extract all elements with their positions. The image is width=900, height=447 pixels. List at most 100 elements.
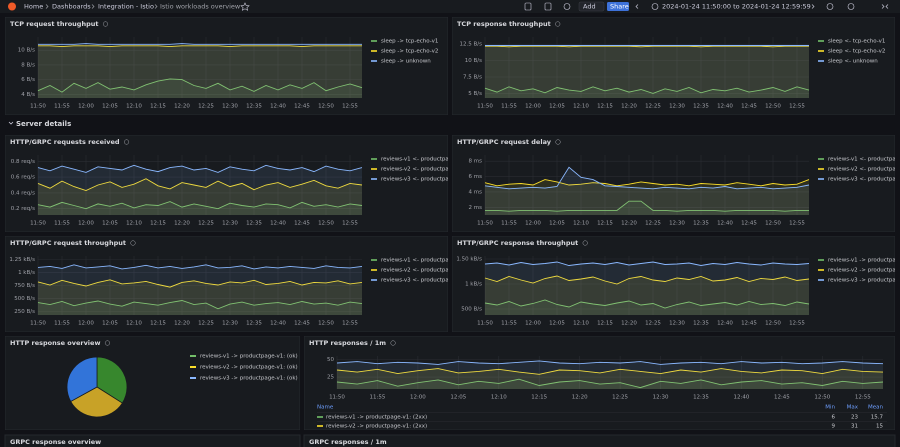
breadcrumb[interactable]: Dashboards xyxy=(52,3,91,11)
legend-swatch xyxy=(317,416,323,418)
legend-label: sleep -> tcp-echo-v1 xyxy=(381,39,438,45)
panel-group: TCP response throughput 5 B/s 7.5 B/s 10 B/… xyxy=(452,17,895,115)
x-tick-label: 12:20 xyxy=(174,221,190,227)
info-icon xyxy=(104,340,111,346)
y-tick-label: 1 kB/s xyxy=(18,270,35,276)
y-tick-label: 1 kB/s xyxy=(465,282,482,288)
series-line xyxy=(37,264,363,270)
breadcrumb[interactable]: Integration - Istio xyxy=(98,3,154,11)
series-line xyxy=(484,299,810,309)
panel-group: HTTP/GRPC request throughput 250 B/s 500 B… xyxy=(5,236,464,332)
x-tick-label: 12:55 xyxy=(789,104,805,110)
toolbar-icon[interactable] xyxy=(524,2,532,11)
series-line xyxy=(37,164,363,173)
series-line xyxy=(484,86,810,94)
star-button[interactable] xyxy=(240,2,250,11)
series-line xyxy=(484,261,810,266)
settings-icon[interactable] xyxy=(563,3,571,10)
x-tick-label: 11:50 xyxy=(30,321,46,327)
chevron xyxy=(154,4,158,9)
legend-label: reviews-v2 <- productpage-v1 xyxy=(381,268,464,274)
toolbar-icon[interactable] xyxy=(544,2,552,11)
y-tick-label: 50 xyxy=(327,357,334,363)
x-tick-label: 11:55 xyxy=(501,221,517,227)
info-icon xyxy=(555,139,561,145)
x-tick-label: 12:30 xyxy=(222,221,238,227)
top-bar xyxy=(0,0,900,13)
x-tick-label: 12:40 xyxy=(717,104,733,110)
legend-label: reviews-v1 <- productpage-v1 xyxy=(381,157,464,163)
panel-title: HTTP/GRPC response throughput xyxy=(457,239,578,247)
zoom-out[interactable] xyxy=(826,3,834,10)
legend-label: reviews-v3 <- productpage-v1 xyxy=(381,177,464,183)
time-back[interactable] xyxy=(635,4,639,9)
x-tick-label: 12:50 xyxy=(765,321,781,327)
y-tick-label: 12.5 B/s xyxy=(460,42,483,48)
y-tick-label: 0.2 req/s xyxy=(11,206,35,212)
x-tick-label: 12:20 xyxy=(621,321,637,327)
x-tick-label: 11:50 xyxy=(329,395,345,401)
series-line xyxy=(37,178,363,191)
y-tick-label: 8 ms xyxy=(469,159,483,165)
grafana-logo[interactable] xyxy=(8,2,16,11)
legend-swatch xyxy=(818,178,824,180)
x-tick-label: 12:20 xyxy=(621,221,637,227)
y-tick-label: 2 ms xyxy=(469,205,483,211)
panel-title: TCP request throughput xyxy=(10,20,98,28)
legend-label: reviews-v1 <- productpage-v1 xyxy=(828,157,900,163)
legend-label: reviews-v3 -> productpage-v1 xyxy=(828,278,900,284)
legend-stat: 9 xyxy=(832,424,836,430)
x-tick-label: 12:05 xyxy=(549,221,565,227)
time-forward[interactable] xyxy=(811,4,815,9)
x-tick-label: 12:25 xyxy=(198,104,214,110)
share-button-label: Share xyxy=(610,3,629,11)
legend-header: Mean xyxy=(868,405,883,411)
panel-title: HTTP responses / 1m xyxy=(309,339,386,347)
x-tick-label: 12:50 xyxy=(318,321,334,327)
refresh[interactable] xyxy=(847,3,855,10)
y-tick-label: 250 B/s xyxy=(14,309,35,315)
legend-label: reviews-v2 -> productpage-v1 xyxy=(828,268,900,274)
legend-label: reviews-v1 <- productpage-v1 xyxy=(381,258,464,264)
x-tick-label: 12:55 xyxy=(855,395,871,401)
share-button[interactable] xyxy=(607,2,629,11)
legend-swatch xyxy=(818,279,824,281)
x-tick-label: 12:10 xyxy=(573,221,589,227)
legend-label: reviews-v1 -> productpage-v1: (2xx) xyxy=(326,415,427,421)
collapse-button[interactable] xyxy=(881,4,889,9)
chevron xyxy=(91,4,95,9)
x-tick-label: 12:30 xyxy=(653,395,669,401)
series-area xyxy=(38,45,362,98)
series-area xyxy=(38,178,362,215)
series-area xyxy=(485,201,809,215)
add-button[interactable] xyxy=(578,1,605,12)
legend-stat: 15 xyxy=(876,424,883,430)
x-tick-label: 12:10 xyxy=(126,104,142,110)
legend-header: Max xyxy=(847,405,859,411)
series-area xyxy=(38,165,362,215)
legend-swatch xyxy=(818,40,824,42)
x-tick-label: 11:50 xyxy=(30,104,46,110)
x-tick-label: 11:55 xyxy=(54,221,70,227)
x-tick-label: 12:20 xyxy=(572,395,588,401)
x-tick-label: 12:25 xyxy=(198,321,214,327)
y-tick-label: 0.6 req/s xyxy=(11,175,35,181)
series-line xyxy=(485,45,809,48)
legend-swatch xyxy=(818,60,824,62)
x-tick-label: 12:50 xyxy=(318,104,334,110)
x-tick-label: 12:05 xyxy=(102,321,118,327)
breadcrumb[interactable]: Home xyxy=(24,3,43,11)
series-area xyxy=(485,46,809,98)
time-range[interactable]: 2024-01-24 11:50:00 to 2024-01-24 12:59:… xyxy=(662,3,811,11)
row-chevron[interactable] xyxy=(8,121,14,125)
row-title[interactable]: Server details xyxy=(16,120,71,128)
series-line xyxy=(37,300,363,310)
legend-swatch xyxy=(371,50,377,52)
series-line xyxy=(484,166,810,190)
x-tick-label: 12:25 xyxy=(645,104,661,110)
panel xyxy=(452,17,895,115)
legend-label: reviews-v2 -> productpage-v1: (ok) xyxy=(200,365,298,371)
x-tick-label: 12:45 xyxy=(774,395,790,401)
x-tick-label: 11:50 xyxy=(477,104,493,110)
x-tick-label: 12:30 xyxy=(669,221,685,227)
